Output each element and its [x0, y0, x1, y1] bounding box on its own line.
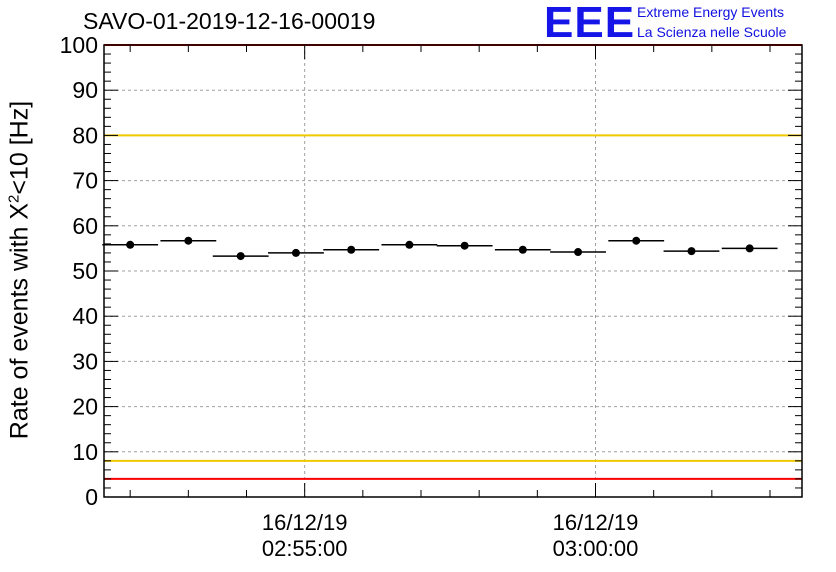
grid-lines	[104, 45, 802, 497]
data-point-11	[745, 244, 754, 253]
y-tick-label-50: 50	[72, 258, 98, 284]
y-tick-label-30: 30	[72, 348, 98, 374]
y-axis-title-prefix: Rate of events with X	[5, 202, 34, 440]
x-tick-date: 16/12/19	[261, 510, 348, 535]
x-tick-time: 02:55:00	[261, 536, 348, 561]
x-tick-label-0: 16/12/19 02:55:00	[235, 510, 375, 562]
chart-title: SAVO-01-2019-12-16-00019	[83, 8, 376, 34]
y-tick-label-90: 90	[72, 77, 98, 103]
y-tick-label-10: 10	[72, 439, 98, 465]
x-tick-time: 03:00:00	[552, 536, 639, 561]
logo-text-line1: Extreme Energy Events	[637, 4, 785, 20]
x-tick-date: 16/12/19	[552, 510, 639, 535]
y-tick-label-60: 60	[72, 213, 98, 239]
reference-lines	[104, 44, 802, 480]
y-tick-label-100: 100	[60, 32, 98, 58]
y-axis-title-sup: 2	[5, 194, 23, 203]
y-tick-labels: 0 10 20 30 40 50 60 70 80 90 100	[60, 32, 98, 510]
y-tick-label-70: 70	[72, 168, 98, 194]
data-point-5	[405, 240, 414, 249]
data-point-9	[632, 236, 641, 245]
data-point-0	[126, 240, 135, 249]
y-tick-label-40: 40	[72, 303, 98, 329]
y-tick-label-0: 0	[85, 484, 98, 510]
data-point-6	[460, 241, 469, 250]
y-tick-label-20: 20	[72, 394, 98, 420]
logo-text-line2: La Scienza nelle Scuole	[637, 24, 787, 40]
plot-frame	[103, 44, 803, 498]
data-point-3	[291, 248, 300, 257]
data-point-10	[687, 247, 696, 256]
data-points	[102, 236, 778, 261]
y-axis-title-suffix: <10 [Hz]	[5, 100, 34, 195]
y-tick-label-80: 80	[72, 122, 98, 148]
data-point-8	[574, 248, 583, 257]
data-point-7	[518, 245, 527, 254]
data-point-2	[236, 252, 245, 261]
data-point-4	[347, 245, 356, 254]
x-tick-label-1: 16/12/19 03:00:00	[526, 510, 666, 562]
eee-logo: EEE	[544, 0, 636, 47]
data-point-1	[184, 236, 193, 245]
